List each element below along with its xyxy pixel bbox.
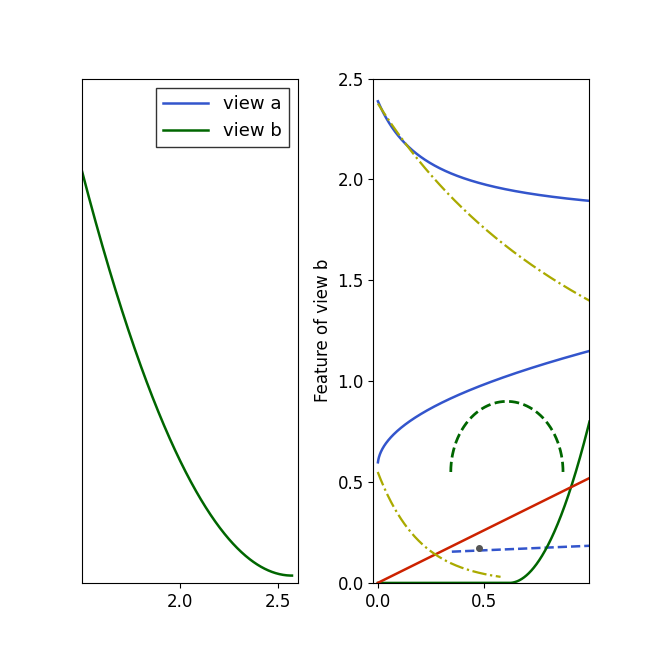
Y-axis label: Feature of view b: Feature of view b — [314, 259, 332, 402]
Legend: view a, view b: view a, view b — [156, 88, 289, 147]
